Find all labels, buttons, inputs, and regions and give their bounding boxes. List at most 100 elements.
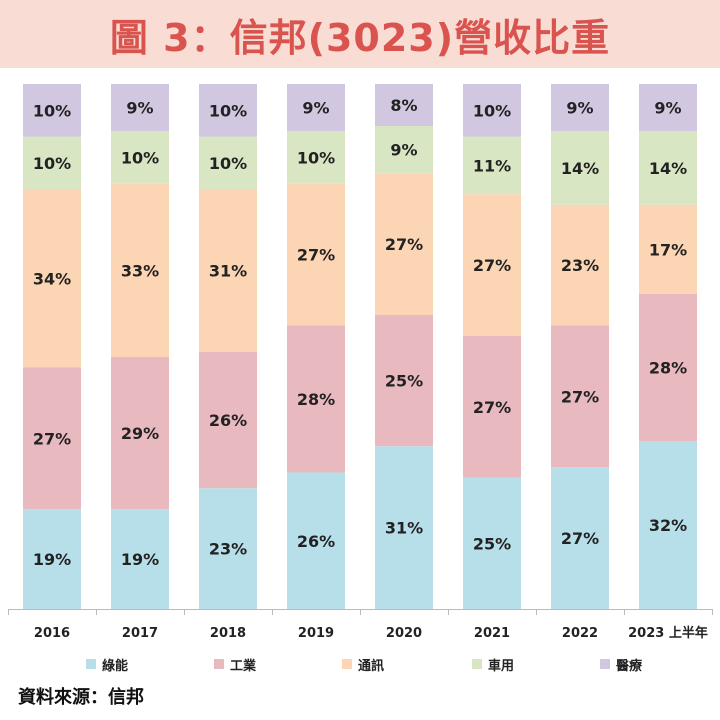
- legend-item: 通訊: [342, 654, 384, 674]
- data-label: 23%: [561, 256, 599, 275]
- title-banner: 圖 3：信邦(3023)營收比重: [0, 0, 720, 68]
- x-tick-label: 2019: [298, 626, 334, 641]
- data-label: 27%: [297, 246, 335, 265]
- bar-segment: [199, 84, 257, 137]
- bar-segment: [551, 325, 609, 468]
- legend-label: 車用: [488, 658, 515, 674]
- x-tick-label: 2021: [474, 626, 510, 641]
- data-label: 34%: [33, 269, 71, 288]
- bar-segment: [111, 357, 169, 510]
- bar-segment: [287, 325, 345, 473]
- bar-segment: [463, 136, 521, 195]
- legend-swatch: [472, 659, 482, 669]
- bar-segment: [551, 467, 609, 609]
- data-label: 33%: [121, 261, 159, 280]
- legend-label: 通訊: [358, 658, 385, 674]
- data-label: 10%: [473, 101, 511, 120]
- bar-segment: [199, 351, 257, 489]
- data-label: 23%: [209, 540, 247, 559]
- bar-segment: [639, 441, 697, 609]
- bar-segment: [375, 173, 433, 315]
- data-label: 19%: [33, 550, 71, 569]
- data-label: 14%: [649, 159, 687, 178]
- source-note: 資料來源：信邦: [18, 687, 144, 708]
- data-label: 25%: [385, 372, 423, 391]
- bar-segment: [287, 84, 345, 132]
- data-label: 27%: [561, 387, 599, 406]
- bar-segment: [199, 136, 257, 189]
- bar-segment: [111, 84, 169, 132]
- bar-segment: [287, 472, 345, 609]
- legend-item: 工業: [214, 654, 256, 674]
- data-label: 10%: [297, 149, 335, 168]
- legend-swatch: [342, 659, 352, 669]
- bar-segment: [287, 131, 345, 184]
- bar-segment: [375, 84, 433, 126]
- data-label: 31%: [209, 261, 247, 280]
- data-label: 31%: [385, 519, 423, 538]
- bar-segment: [111, 183, 169, 357]
- bar-segment: [375, 126, 433, 174]
- x-tick-label: 2022: [562, 626, 598, 641]
- data-label: 29%: [121, 424, 159, 443]
- bar-segment: [551, 84, 609, 132]
- legend-swatch: [214, 659, 224, 669]
- bar-segment: [375, 315, 433, 447]
- data-label: 10%: [33, 101, 71, 120]
- bar-segment: [463, 194, 521, 336]
- data-label: 8%: [390, 96, 417, 115]
- stacked-bar-chart: 19% 27% 34% 10% 10% 2016 19% 29% 33% 10% 9% 2017 23%…: [8, 84, 713, 641]
- x-tick-label: 2017: [122, 626, 158, 641]
- x-tick-label: 2023 上半年: [628, 625, 708, 641]
- x-tick-label: 2016: [34, 626, 70, 641]
- x-tick-label: 2020: [386, 626, 422, 641]
- bar-segment: [23, 509, 81, 609]
- bar-segment: [463, 336, 521, 478]
- bar-segment: [463, 477, 521, 609]
- data-label: 9%: [390, 141, 417, 160]
- legend-swatch: [600, 659, 610, 669]
- legend-item: 車用: [472, 654, 514, 674]
- data-label: 25%: [473, 534, 511, 553]
- bar-segment: [375, 446, 433, 609]
- x-tick-label: 2018: [210, 626, 246, 641]
- legend-label: 工業: [230, 658, 257, 674]
- legend-swatch: [86, 659, 96, 669]
- chart-title: 圖 3：信邦(3023)營收比重: [109, 15, 611, 60]
- data-label: 9%: [566, 99, 593, 118]
- legend-item: 醫療: [600, 654, 642, 674]
- data-label: 27%: [561, 529, 599, 548]
- legend-item: 綠能: [86, 654, 128, 674]
- bar-segment: [463, 84, 521, 137]
- data-label: 9%: [126, 99, 153, 118]
- data-label: 10%: [121, 149, 159, 168]
- data-label: 27%: [473, 256, 511, 275]
- bar-segment: [199, 488, 257, 609]
- data-label: 28%: [649, 359, 687, 378]
- legend-label: 綠能: [102, 658, 129, 674]
- data-label: 10%: [209, 101, 247, 120]
- bar-segment: [551, 131, 609, 205]
- bar-segment: [639, 131, 697, 205]
- data-label: 27%: [385, 235, 423, 254]
- legend: 綠能 工業 通訊 車用 醫療: [0, 654, 720, 674]
- bar-segment: [111, 509, 169, 609]
- bar-segment: [23, 189, 81, 368]
- legend-label: 醫療: [616, 658, 643, 674]
- data-label: 26%: [297, 532, 335, 551]
- bar-segment: [23, 136, 81, 189]
- data-label: 26%: [209, 411, 247, 430]
- bar-segment: [111, 131, 169, 184]
- data-label: 19%: [121, 550, 159, 569]
- data-label: 10%: [33, 154, 71, 173]
- bar-segment: [551, 204, 609, 326]
- bar-segment: [23, 367, 81, 510]
- bar-segment: [639, 84, 697, 132]
- bar-segment: [287, 183, 345, 326]
- data-label: 9%: [302, 99, 329, 118]
- data-label: 14%: [561, 159, 599, 178]
- bar-segment: [23, 84, 81, 137]
- bar-segment: [639, 294, 697, 441]
- data-label: 28%: [297, 390, 335, 409]
- data-label: 27%: [473, 398, 511, 417]
